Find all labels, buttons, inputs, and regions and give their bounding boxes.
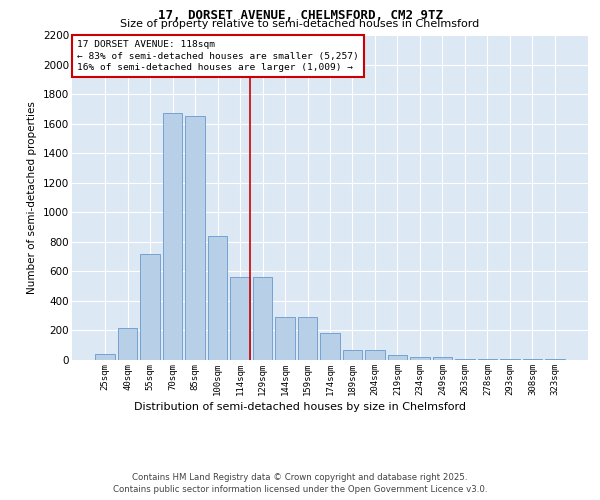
- Bar: [388, 355, 407, 360]
- Bar: [208, 236, 227, 360]
- Bar: [95, 354, 115, 360]
- Bar: [163, 114, 182, 360]
- Text: Contains public sector information licensed under the Open Government Licence v3: Contains public sector information licen…: [113, 485, 487, 494]
- Bar: [298, 317, 317, 360]
- Bar: [140, 254, 160, 360]
- Bar: [230, 278, 250, 360]
- Bar: [343, 350, 362, 360]
- Text: Size of property relative to semi-detached houses in Chelmsford: Size of property relative to semi-detach…: [121, 19, 479, 29]
- Text: Contains HM Land Registry data © Crown copyright and database right 2025.: Contains HM Land Registry data © Crown c…: [132, 472, 468, 482]
- Bar: [185, 116, 205, 360]
- Y-axis label: Number of semi-detached properties: Number of semi-detached properties: [28, 101, 37, 294]
- Bar: [118, 328, 137, 360]
- Text: 17 DORSET AVENUE: 118sqm
← 83% of semi-detached houses are smaller (5,257)
16% o: 17 DORSET AVENUE: 118sqm ← 83% of semi-d…: [77, 40, 359, 72]
- Bar: [410, 357, 430, 360]
- Text: 17, DORSET AVENUE, CHELMSFORD, CM2 9TZ: 17, DORSET AVENUE, CHELMSFORD, CM2 9TZ: [157, 9, 443, 22]
- Text: Distribution of semi-detached houses by size in Chelmsford: Distribution of semi-detached houses by …: [134, 402, 466, 412]
- Bar: [253, 278, 272, 360]
- Bar: [365, 350, 385, 360]
- Bar: [433, 357, 452, 360]
- Bar: [275, 317, 295, 360]
- Bar: [320, 332, 340, 360]
